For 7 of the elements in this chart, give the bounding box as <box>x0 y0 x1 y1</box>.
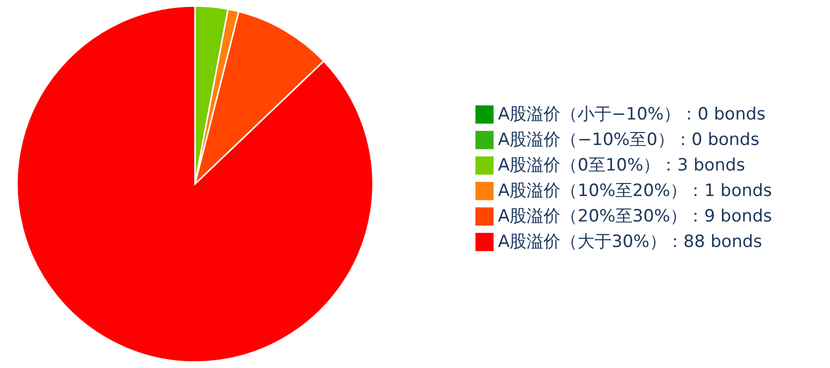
legend-label: A股溢价（20%至30%）：9 bonds <box>498 206 772 226</box>
legend-label: A股溢价（0至10%）：3 bonds <box>498 156 746 176</box>
pie-slice <box>16 5 374 363</box>
legend-label: A股溢价（小于−10%）：0 bonds <box>498 104 766 124</box>
legend-label: A股溢价（大于30%）：88 bonds <box>498 232 762 252</box>
legend-label: A股溢价（−10%至0）：0 bonds <box>498 130 760 150</box>
legend-label: A股溢价（10%至20%）：1 bonds <box>498 181 772 201</box>
